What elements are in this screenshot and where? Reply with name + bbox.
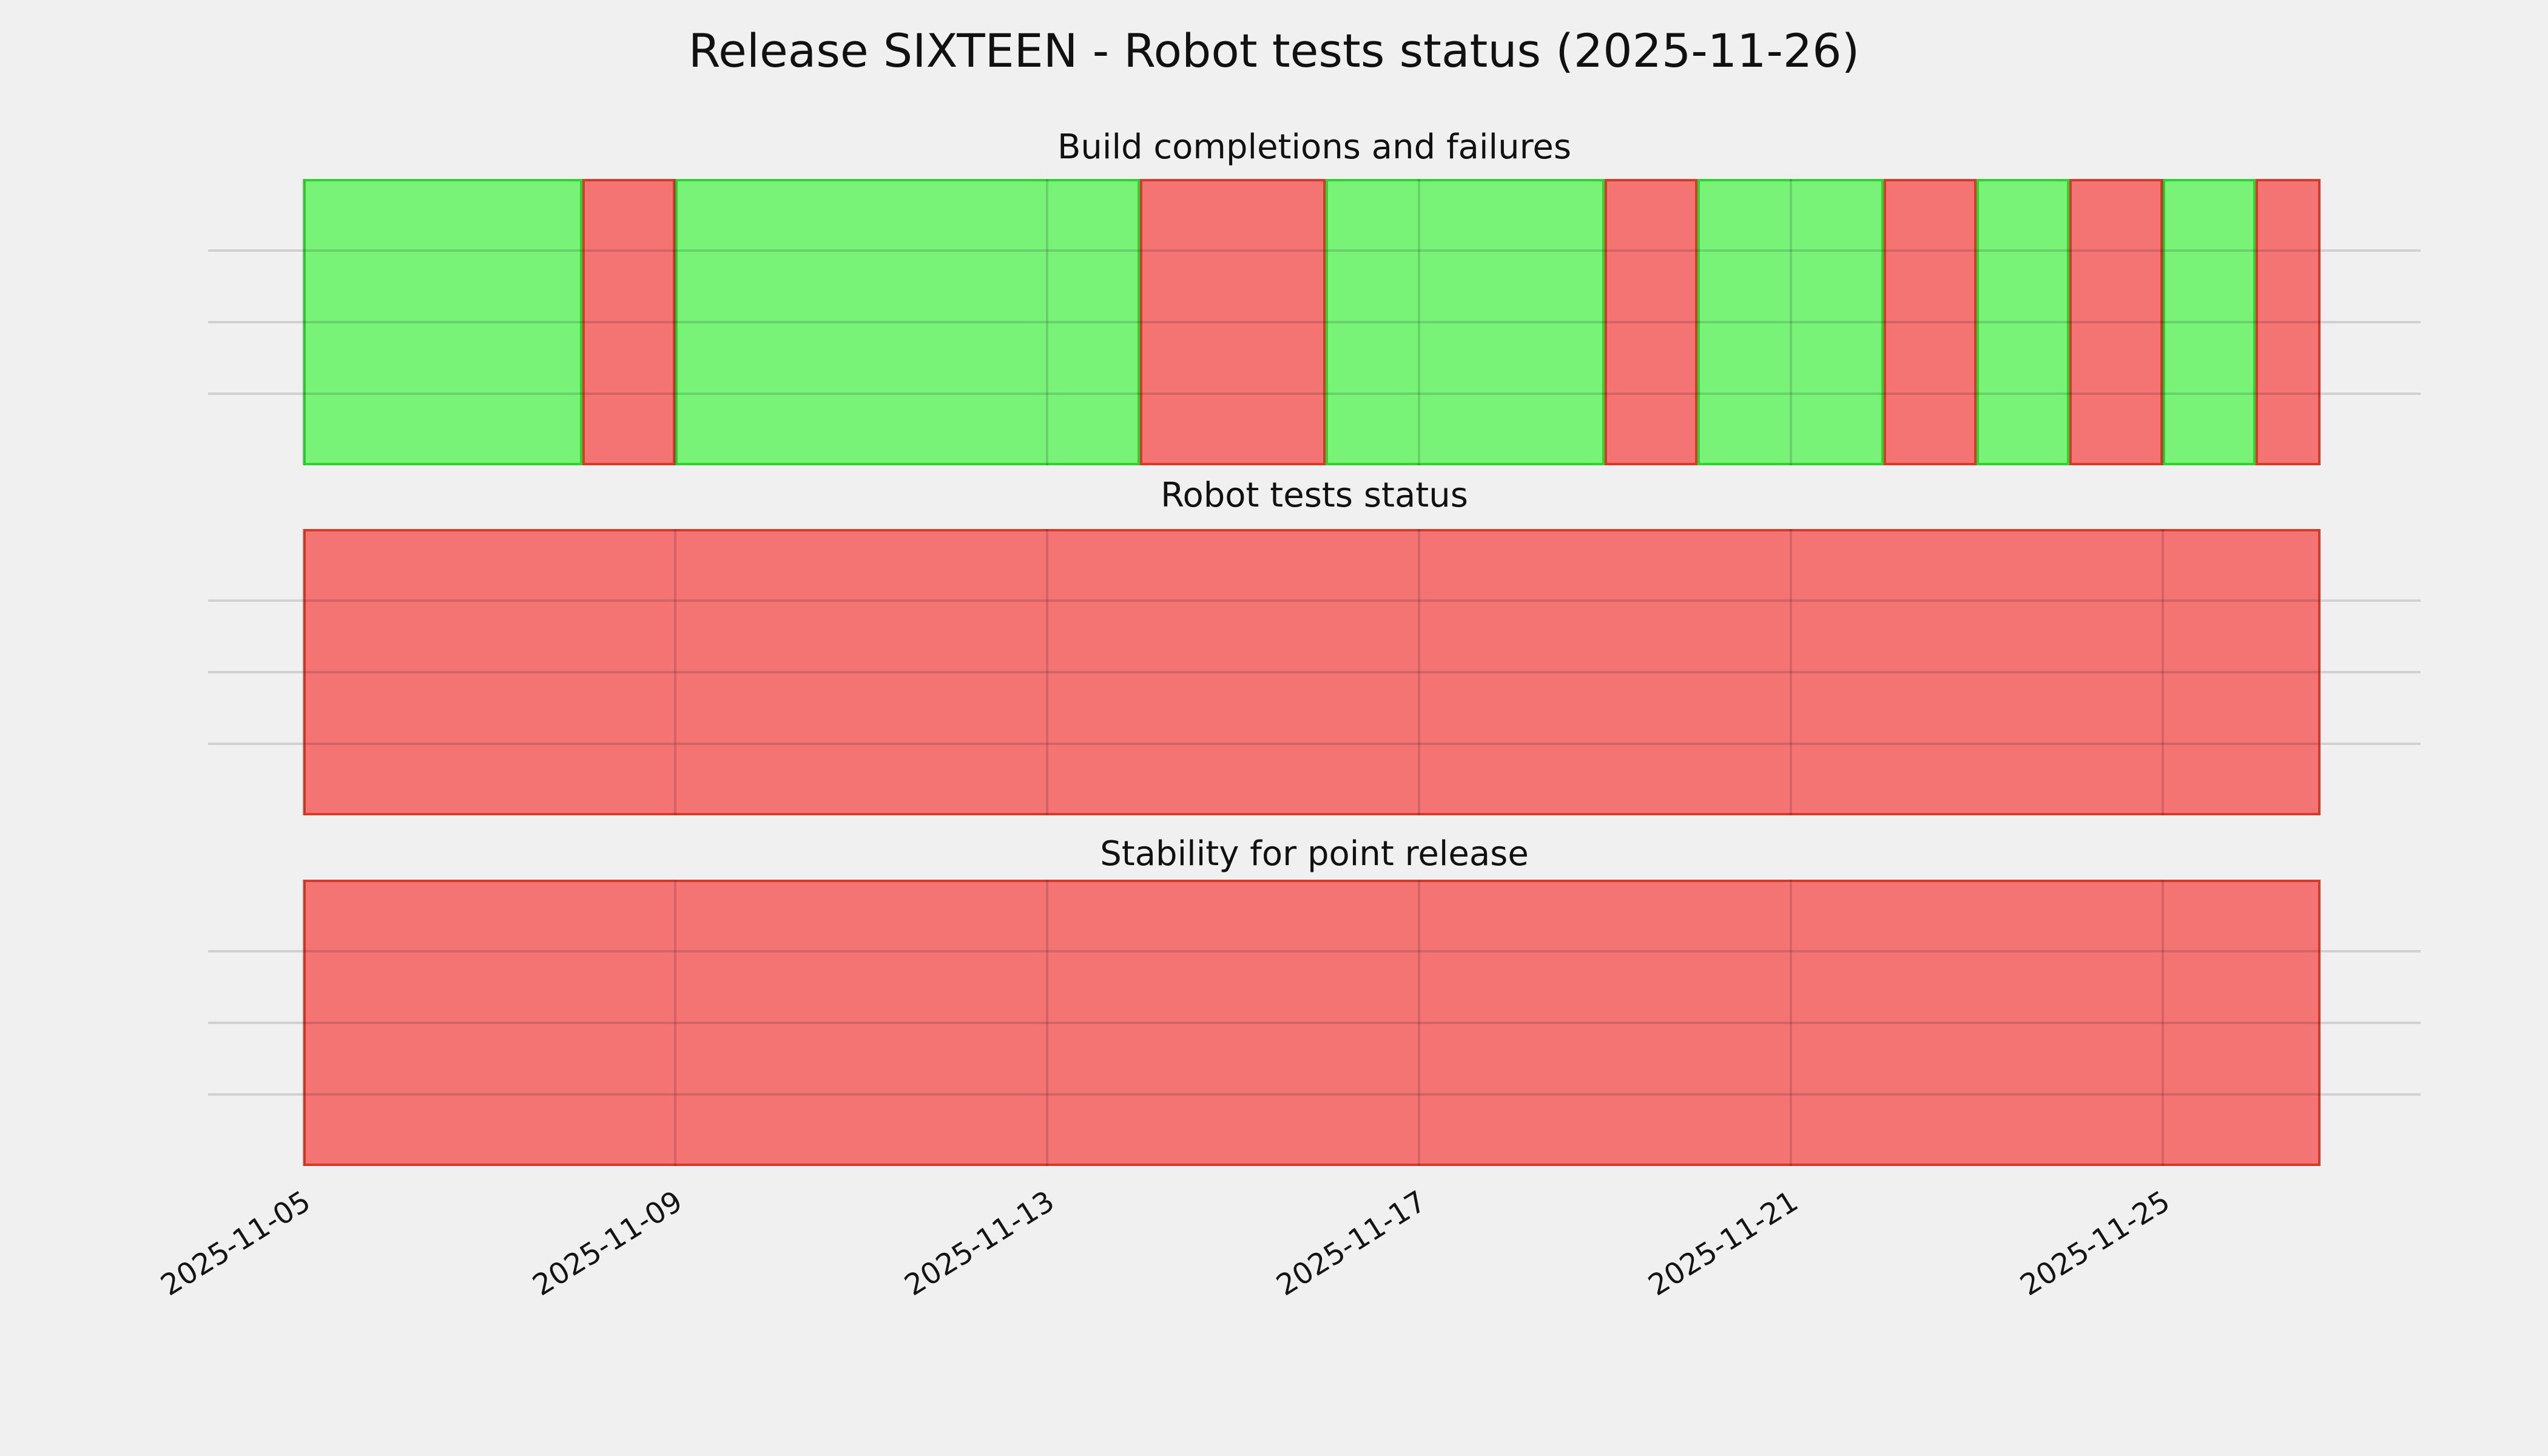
status-segment-pass bbox=[2162, 179, 2256, 465]
x-tick-label: 2025-11-05 bbox=[155, 1184, 317, 1303]
gridline-vertical bbox=[1789, 179, 1792, 465]
status-segment-pass bbox=[1697, 179, 1884, 465]
status-segment-fail bbox=[303, 880, 2320, 1166]
status-segment-fail bbox=[2255, 179, 2320, 465]
gridline-vertical bbox=[1417, 179, 1420, 465]
subplot-title-robot-tests: Robot tests status bbox=[1161, 476, 1468, 515]
status-segment-pass bbox=[675, 179, 1141, 465]
x-tick-label: 2025-11-09 bbox=[527, 1184, 689, 1303]
status-segment-pass bbox=[1977, 179, 2070, 465]
gridline-vertical bbox=[1417, 529, 1420, 815]
figure-title: Release SIXTEEN - Robot tests status (20… bbox=[688, 24, 1860, 78]
subplot-title-build-completions: Build completions and failures bbox=[1057, 127, 1571, 167]
gridline-vertical bbox=[1417, 880, 1420, 1166]
axes-robot-tests bbox=[208, 529, 2421, 815]
x-tick-label: 2025-11-25 bbox=[2014, 1184, 2176, 1303]
gridline-horizontal bbox=[208, 743, 2421, 745]
subplot-title-stability: Stability for point release bbox=[1100, 834, 1529, 874]
gridline-vertical bbox=[302, 529, 305, 815]
x-tick-label: 2025-11-17 bbox=[1270, 1184, 1432, 1303]
status-segment-fail bbox=[2069, 179, 2163, 465]
gridline-vertical bbox=[673, 179, 676, 465]
gridline-horizontal bbox=[208, 950, 2421, 952]
gridline-vertical bbox=[1045, 179, 1048, 465]
gridline-horizontal bbox=[208, 671, 2421, 673]
status-segment-fail bbox=[1883, 179, 1977, 465]
gridline-horizontal bbox=[208, 1093, 2421, 1096]
status-segment-fail bbox=[582, 179, 675, 465]
status-segment-fail bbox=[303, 529, 2320, 815]
gridline-horizontal bbox=[208, 1022, 2421, 1024]
gridline-horizontal bbox=[208, 599, 2421, 602]
status-segment-pass bbox=[1326, 179, 1605, 465]
gridline-vertical bbox=[1045, 529, 1048, 815]
gridline-vertical bbox=[1045, 880, 1048, 1166]
gridline-vertical bbox=[2161, 179, 2164, 465]
gridline-vertical bbox=[673, 529, 676, 815]
x-tick-label: 2025-11-13 bbox=[898, 1184, 1060, 1303]
gridline-vertical bbox=[673, 880, 676, 1166]
gridline-horizontal bbox=[208, 393, 2421, 395]
gridline-vertical bbox=[1789, 880, 1792, 1166]
axes-stability bbox=[208, 880, 2421, 1166]
gridline-vertical bbox=[302, 179, 305, 465]
gridline-vertical bbox=[2161, 880, 2164, 1166]
gridline-vertical bbox=[2161, 529, 2164, 815]
status-segment-fail bbox=[1140, 179, 1326, 465]
gridline-horizontal bbox=[208, 249, 2421, 252]
gridline-vertical bbox=[1789, 529, 1792, 815]
status-segment-fail bbox=[1605, 179, 1698, 465]
axes-build-completions bbox=[208, 179, 2421, 465]
gridline-horizontal bbox=[208, 321, 2421, 323]
x-tick-label: 2025-11-21 bbox=[1642, 1184, 1804, 1303]
gridline-vertical bbox=[302, 880, 305, 1166]
status-segment-pass bbox=[303, 179, 582, 465]
